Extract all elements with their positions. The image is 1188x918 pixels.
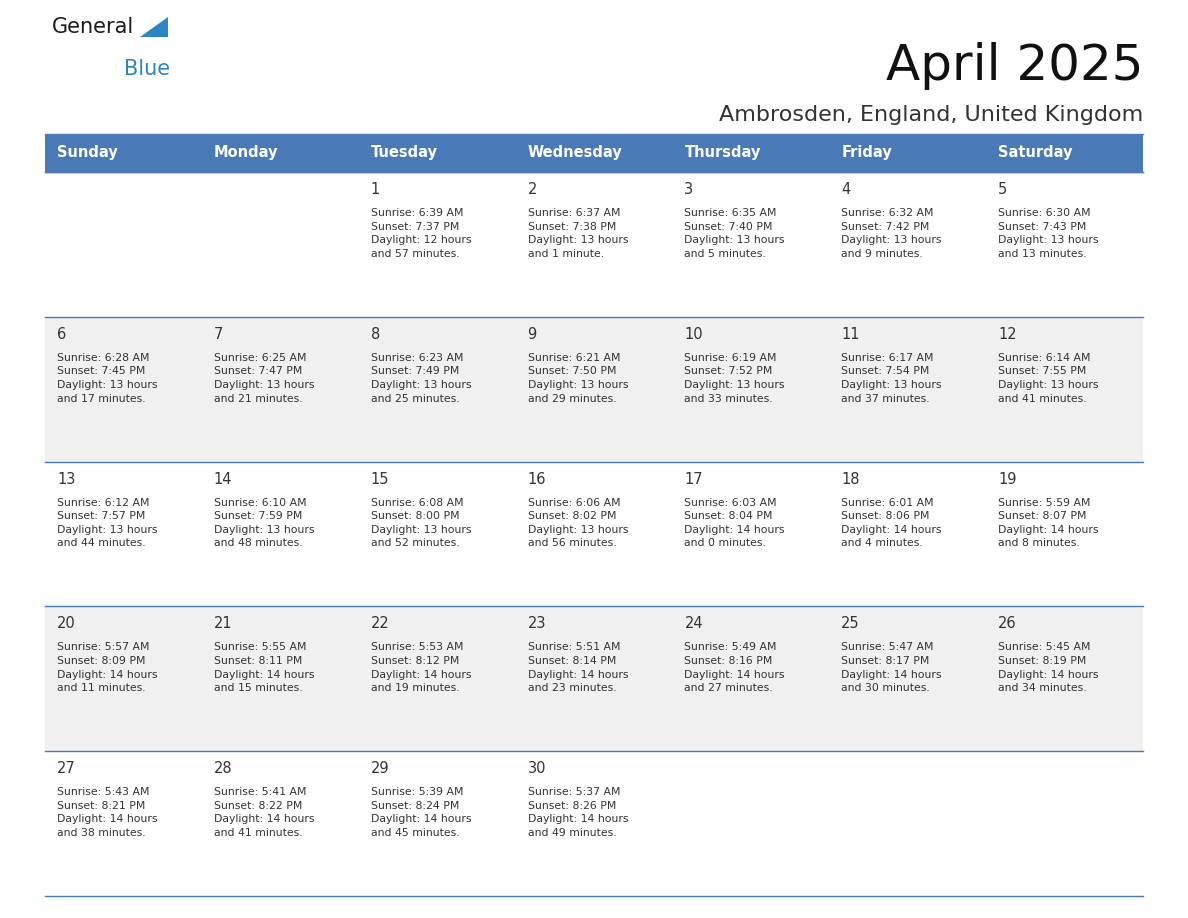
Text: 7: 7 [214,327,223,341]
Text: Sunrise: 5:49 AM
Sunset: 8:16 PM
Daylight: 14 hours
and 27 minutes.: Sunrise: 5:49 AM Sunset: 8:16 PM Dayligh… [684,643,785,693]
Text: Sunday: Sunday [57,145,118,161]
Text: Sunrise: 6:17 AM
Sunset: 7:54 PM
Daylight: 13 hours
and 37 minutes.: Sunrise: 6:17 AM Sunset: 7:54 PM Dayligh… [841,353,942,404]
Text: 26: 26 [998,616,1017,632]
Text: Sunrise: 5:47 AM
Sunset: 8:17 PM
Daylight: 14 hours
and 30 minutes.: Sunrise: 5:47 AM Sunset: 8:17 PM Dayligh… [841,643,942,693]
Text: 25: 25 [841,616,860,632]
Text: Sunrise: 5:59 AM
Sunset: 8:07 PM
Daylight: 14 hours
and 8 minutes.: Sunrise: 5:59 AM Sunset: 8:07 PM Dayligh… [998,498,1099,548]
Text: Friday: Friday [841,145,892,161]
Bar [45,172,1143,317]
Text: Sunrise: 5:39 AM
Sunset: 8:24 PM
Daylight: 14 hours
and 45 minutes.: Sunrise: 5:39 AM Sunset: 8:24 PM Dayligh… [371,788,472,838]
Text: Thursday: Thursday [684,145,760,161]
Text: Sunrise: 5:53 AM
Sunset: 8:12 PM
Daylight: 14 hours
and 19 minutes.: Sunrise: 5:53 AM Sunset: 8:12 PM Dayligh… [371,643,472,693]
Text: General: General [52,17,134,37]
Text: Sunrise: 6:03 AM
Sunset: 8:04 PM
Daylight: 14 hours
and 0 minutes.: Sunrise: 6:03 AM Sunset: 8:04 PM Dayligh… [684,498,785,548]
Text: 19: 19 [998,472,1017,487]
Text: Sunrise: 6:06 AM
Sunset: 8:02 PM
Daylight: 13 hours
and 56 minutes.: Sunrise: 6:06 AM Sunset: 8:02 PM Dayligh… [527,498,628,548]
Bar [45,134,1143,172]
Text: 22: 22 [371,616,390,632]
Text: 8: 8 [371,327,380,341]
Text: Sunrise: 6:10 AM
Sunset: 7:59 PM
Daylight: 13 hours
and 48 minutes.: Sunrise: 6:10 AM Sunset: 7:59 PM Dayligh… [214,498,315,548]
Text: Sunrise: 6:39 AM
Sunset: 7:37 PM
Daylight: 12 hours
and 57 minutes.: Sunrise: 6:39 AM Sunset: 7:37 PM Dayligh… [371,208,472,259]
Text: 10: 10 [684,327,703,341]
Bar [45,462,1143,607]
Text: 28: 28 [214,761,233,777]
Text: 20: 20 [57,616,76,632]
Text: 12: 12 [998,327,1017,341]
Text: 6: 6 [57,327,67,341]
Text: Sunrise: 6:19 AM
Sunset: 7:52 PM
Daylight: 13 hours
and 33 minutes.: Sunrise: 6:19 AM Sunset: 7:52 PM Dayligh… [684,353,785,404]
Text: Sunrise: 6:01 AM
Sunset: 8:06 PM
Daylight: 14 hours
and 4 minutes.: Sunrise: 6:01 AM Sunset: 8:06 PM Dayligh… [841,498,942,548]
Text: 5: 5 [998,182,1007,197]
Bar [45,607,1143,751]
Bar [45,751,1143,896]
Text: Sunrise: 6:35 AM
Sunset: 7:40 PM
Daylight: 13 hours
and 5 minutes.: Sunrise: 6:35 AM Sunset: 7:40 PM Dayligh… [684,208,785,259]
Text: Sunrise: 6:25 AM
Sunset: 7:47 PM
Daylight: 13 hours
and 21 minutes.: Sunrise: 6:25 AM Sunset: 7:47 PM Dayligh… [214,353,315,404]
Text: Tuesday: Tuesday [371,145,437,161]
Polygon shape [140,17,168,37]
Text: Sunrise: 6:12 AM
Sunset: 7:57 PM
Daylight: 13 hours
and 44 minutes.: Sunrise: 6:12 AM Sunset: 7:57 PM Dayligh… [57,498,158,548]
Text: 24: 24 [684,616,703,632]
Text: Sunrise: 6:21 AM
Sunset: 7:50 PM
Daylight: 13 hours
and 29 minutes.: Sunrise: 6:21 AM Sunset: 7:50 PM Dayligh… [527,353,628,404]
Text: Sunrise: 6:28 AM
Sunset: 7:45 PM
Daylight: 13 hours
and 17 minutes.: Sunrise: 6:28 AM Sunset: 7:45 PM Dayligh… [57,353,158,404]
Text: Sunrise: 5:57 AM
Sunset: 8:09 PM
Daylight: 14 hours
and 11 minutes.: Sunrise: 5:57 AM Sunset: 8:09 PM Dayligh… [57,643,158,693]
Text: 13: 13 [57,472,75,487]
Text: Sunrise: 5:51 AM
Sunset: 8:14 PM
Daylight: 14 hours
and 23 minutes.: Sunrise: 5:51 AM Sunset: 8:14 PM Dayligh… [527,643,628,693]
Text: 29: 29 [371,761,390,777]
Text: 27: 27 [57,761,76,777]
Text: 30: 30 [527,761,546,777]
Text: 16: 16 [527,472,546,487]
Text: Sunrise: 6:14 AM
Sunset: 7:55 PM
Daylight: 13 hours
and 41 minutes.: Sunrise: 6:14 AM Sunset: 7:55 PM Dayligh… [998,353,1099,404]
Text: Sunrise: 5:45 AM
Sunset: 8:19 PM
Daylight: 14 hours
and 34 minutes.: Sunrise: 5:45 AM Sunset: 8:19 PM Dayligh… [998,643,1099,693]
Text: Monday: Monday [214,145,278,161]
Text: 15: 15 [371,472,390,487]
Text: Sunrise: 6:37 AM
Sunset: 7:38 PM
Daylight: 13 hours
and 1 minute.: Sunrise: 6:37 AM Sunset: 7:38 PM Dayligh… [527,208,628,259]
Text: 11: 11 [841,327,860,341]
Text: 18: 18 [841,472,860,487]
Text: 2: 2 [527,182,537,197]
Text: Sunrise: 6:23 AM
Sunset: 7:49 PM
Daylight: 13 hours
and 25 minutes.: Sunrise: 6:23 AM Sunset: 7:49 PM Dayligh… [371,353,472,404]
Text: 14: 14 [214,472,233,487]
Text: Saturday: Saturday [998,145,1073,161]
Text: Ambrosden, England, United Kingdom: Ambrosden, England, United Kingdom [719,105,1143,125]
Text: Sunrise: 5:43 AM
Sunset: 8:21 PM
Daylight: 14 hours
and 38 minutes.: Sunrise: 5:43 AM Sunset: 8:21 PM Dayligh… [57,788,158,838]
Text: Sunrise: 5:37 AM
Sunset: 8:26 PM
Daylight: 14 hours
and 49 minutes.: Sunrise: 5:37 AM Sunset: 8:26 PM Dayligh… [527,788,628,838]
Text: Wednesday: Wednesday [527,145,623,161]
Text: Sunrise: 6:30 AM
Sunset: 7:43 PM
Daylight: 13 hours
and 13 minutes.: Sunrise: 6:30 AM Sunset: 7:43 PM Dayligh… [998,208,1099,259]
Text: April 2025: April 2025 [885,42,1143,90]
Text: 1: 1 [371,182,380,197]
Text: Sunrise: 6:32 AM
Sunset: 7:42 PM
Daylight: 13 hours
and 9 minutes.: Sunrise: 6:32 AM Sunset: 7:42 PM Dayligh… [841,208,942,259]
Text: Sunrise: 5:41 AM
Sunset: 8:22 PM
Daylight: 14 hours
and 41 minutes.: Sunrise: 5:41 AM Sunset: 8:22 PM Dayligh… [214,788,315,838]
Text: Blue: Blue [124,59,170,79]
Bar [45,317,1143,462]
Text: 21: 21 [214,616,233,632]
Text: Sunrise: 5:55 AM
Sunset: 8:11 PM
Daylight: 14 hours
and 15 minutes.: Sunrise: 5:55 AM Sunset: 8:11 PM Dayligh… [214,643,315,693]
Text: 4: 4 [841,182,851,197]
Text: 9: 9 [527,327,537,341]
Text: 17: 17 [684,472,703,487]
Text: Sunrise: 6:08 AM
Sunset: 8:00 PM
Daylight: 13 hours
and 52 minutes.: Sunrise: 6:08 AM Sunset: 8:00 PM Dayligh… [371,498,472,548]
Text: 3: 3 [684,182,694,197]
Text: 23: 23 [527,616,546,632]
